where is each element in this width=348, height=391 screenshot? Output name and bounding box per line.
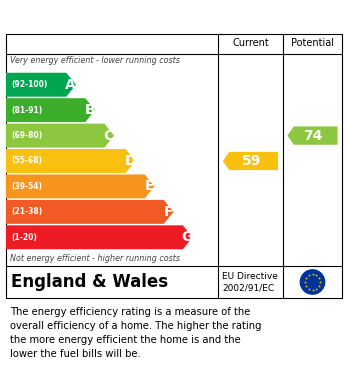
Polygon shape bbox=[6, 225, 192, 249]
Text: EU Directive
2002/91/EC: EU Directive 2002/91/EC bbox=[222, 272, 278, 292]
Text: (81-91): (81-91) bbox=[11, 106, 42, 115]
Text: Potential: Potential bbox=[291, 38, 334, 48]
Text: C: C bbox=[104, 129, 114, 143]
Polygon shape bbox=[287, 126, 338, 145]
Text: (39-54): (39-54) bbox=[11, 182, 42, 191]
Polygon shape bbox=[6, 200, 174, 224]
Text: E: E bbox=[144, 179, 154, 194]
Text: Current: Current bbox=[232, 38, 269, 48]
Polygon shape bbox=[6, 174, 155, 198]
Text: The energy efficiency rating is a measure of the
overall efficiency of a home. T: The energy efficiency rating is a measur… bbox=[10, 307, 262, 359]
Text: 74: 74 bbox=[303, 129, 323, 143]
Polygon shape bbox=[6, 124, 114, 147]
Text: D: D bbox=[124, 154, 136, 168]
Text: B: B bbox=[85, 103, 95, 117]
Text: 59: 59 bbox=[242, 154, 261, 168]
Circle shape bbox=[300, 270, 325, 294]
Text: Not energy efficient - higher running costs: Not energy efficient - higher running co… bbox=[10, 254, 180, 263]
Text: (55-68): (55-68) bbox=[11, 156, 42, 165]
Text: G: G bbox=[182, 230, 193, 244]
Text: England & Wales: England & Wales bbox=[11, 273, 168, 291]
Text: (92-100): (92-100) bbox=[11, 80, 47, 89]
Polygon shape bbox=[6, 73, 76, 97]
Text: A: A bbox=[65, 78, 76, 92]
Text: (21-38): (21-38) bbox=[11, 207, 42, 216]
Text: (69-80): (69-80) bbox=[11, 131, 42, 140]
Text: F: F bbox=[164, 205, 173, 219]
Text: Energy Efficiency Rating: Energy Efficiency Rating bbox=[10, 7, 239, 25]
Text: (1-20): (1-20) bbox=[11, 233, 37, 242]
Polygon shape bbox=[223, 152, 278, 170]
Text: Very energy efficient - lower running costs: Very energy efficient - lower running co… bbox=[10, 56, 180, 65]
Polygon shape bbox=[6, 149, 135, 173]
Polygon shape bbox=[6, 98, 95, 122]
